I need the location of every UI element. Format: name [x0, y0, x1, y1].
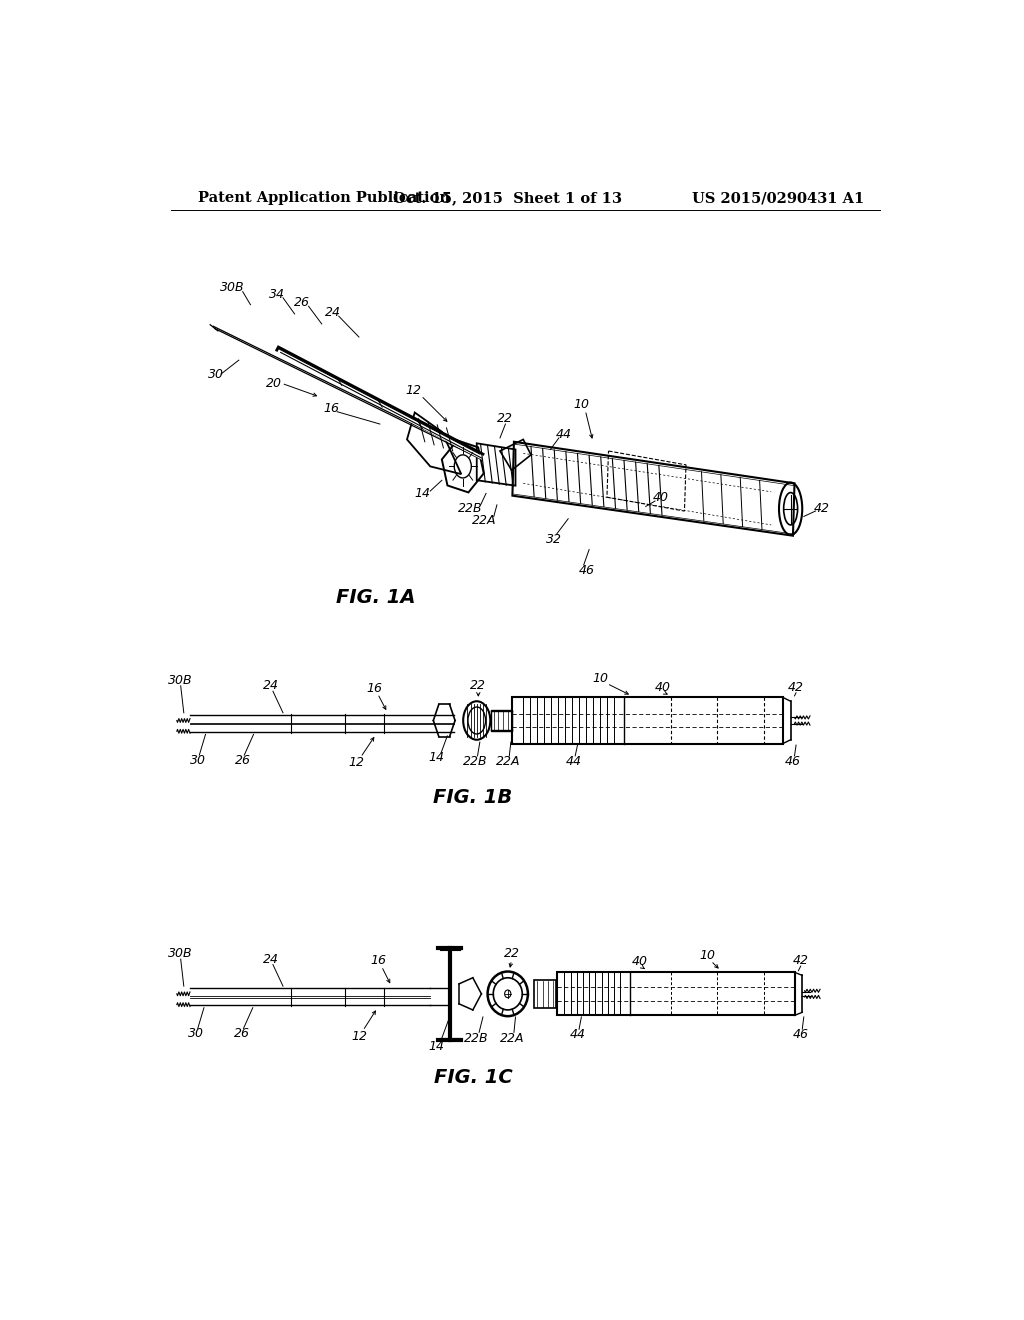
Text: 30: 30 [208, 367, 223, 380]
Text: 24: 24 [263, 953, 280, 966]
Text: FIG. 1B: FIG. 1B [433, 788, 512, 807]
Text: 22B: 22B [465, 1032, 489, 1045]
Text: 44: 44 [556, 428, 571, 441]
Bar [512, 697, 783, 743]
Bar [490, 710, 512, 731]
Text: 30B: 30B [168, 675, 193, 686]
Text: 22A: 22A [472, 513, 497, 527]
Text: 46: 46 [579, 564, 595, 577]
Text: 12: 12 [348, 756, 365, 770]
Text: 12: 12 [351, 1030, 367, 1043]
Text: 22A: 22A [500, 1032, 524, 1045]
Text: 26: 26 [233, 1027, 250, 1040]
Text: 42: 42 [788, 681, 804, 694]
Text: 24: 24 [263, 680, 280, 693]
Text: 22: 22 [470, 680, 486, 693]
Text: 30: 30 [188, 1027, 204, 1040]
Text: 30: 30 [189, 754, 206, 767]
Bar [557, 973, 795, 1015]
Text: FIG. 1A: FIG. 1A [336, 587, 416, 607]
Text: 10: 10 [593, 672, 608, 685]
Text: 22B: 22B [458, 502, 483, 515]
Text: 22: 22 [504, 948, 519, 961]
Text: 22A: 22A [496, 755, 520, 768]
Text: 42: 42 [814, 502, 829, 515]
Text: 10: 10 [573, 399, 590, 412]
Text: 32: 32 [546, 533, 562, 546]
Text: 10: 10 [699, 949, 716, 962]
Text: 40: 40 [653, 491, 670, 504]
Text: 46: 46 [785, 755, 801, 768]
Text: 16: 16 [367, 681, 382, 694]
Text: 16: 16 [371, 954, 386, 968]
Text: 44: 44 [569, 1028, 586, 1041]
Text: US 2015/0290431 A1: US 2015/0290431 A1 [692, 191, 864, 206]
Text: 44: 44 [565, 755, 582, 768]
Text: FIG. 1C: FIG. 1C [433, 1068, 512, 1086]
Text: 40: 40 [632, 954, 647, 968]
Text: Patent Application Publication: Patent Application Publication [198, 191, 450, 206]
Text: 14: 14 [415, 487, 430, 500]
Text: 42: 42 [793, 954, 809, 968]
Text: 16: 16 [323, 403, 339, 416]
Text: 12: 12 [406, 384, 421, 397]
Text: 26: 26 [294, 296, 310, 309]
Text: 30B: 30B [220, 281, 245, 294]
Text: 22B: 22B [463, 755, 487, 768]
Text: 26: 26 [234, 754, 251, 767]
Text: Oct. 15, 2015  Sheet 1 of 13: Oct. 15, 2015 Sheet 1 of 13 [393, 191, 623, 206]
Text: 24: 24 [326, 306, 341, 319]
Text: 46: 46 [793, 1028, 809, 1041]
Text: 34: 34 [268, 288, 285, 301]
Text: 22: 22 [498, 412, 513, 425]
Text: 14: 14 [428, 1040, 444, 1053]
Text: 20: 20 [265, 376, 282, 389]
Text: 40: 40 [654, 681, 671, 694]
Bar [535, 979, 556, 1007]
Text: 14: 14 [428, 751, 444, 764]
Text: 30B: 30B [168, 948, 193, 961]
